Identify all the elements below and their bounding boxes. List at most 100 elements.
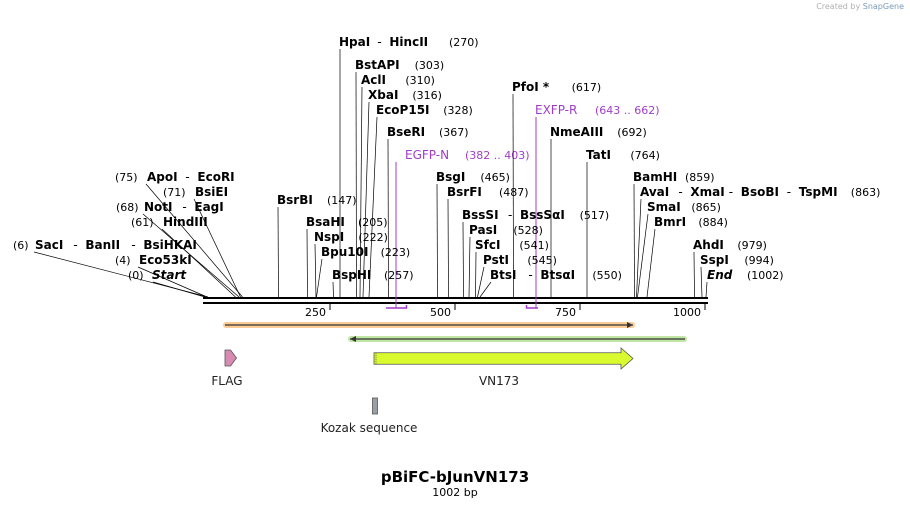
- enzyme-eco53ki-name-0: Eco53kI: [139, 253, 192, 267]
- enzyme-avai-separator: -: [678, 185, 682, 199]
- enzyme-bamhi-position: (859): [685, 171, 715, 184]
- primer-egfp-n-arrow: [386, 305, 408, 309]
- enzyme-bsrfi-leader: [447, 198, 449, 298]
- enzyme-bmri-leader: [646, 228, 656, 298]
- enzyme-ahdi-position: (979): [737, 239, 767, 252]
- enzyme-eco53ki-leader: [137, 266, 208, 298]
- enzyme-btsi-position: (550): [592, 269, 622, 282]
- enzyme-sfci-name-0: SfcI: [475, 238, 500, 252]
- enzyme-bsphi-leader: [332, 281, 334, 298]
- primer-egfp-n-label: EGFP-N: [405, 148, 449, 162]
- enzyme-ecop15i-position: (328): [443, 104, 473, 117]
- enzyme-hpai-position: (270): [449, 36, 479, 49]
- enzyme-acli-name-0: AclI: [361, 73, 386, 87]
- enzyme-bsrfi-position: (487): [499, 186, 529, 199]
- enzyme-bmri-name-0: BmrI: [654, 215, 686, 229]
- enzyme-bstapi-leader: [355, 71, 357, 298]
- enzyme-avai-leader: [636, 198, 642, 298]
- enzyme-btsi-name-0: BtsI: [490, 268, 517, 282]
- enzyme-avai-name-2: BsoBI: [741, 185, 779, 199]
- enzyme-saci-separator: -: [131, 238, 135, 252]
- enzyme-bsrbi-position: (147): [327, 194, 357, 207]
- enzyme-pfoi-leader: [512, 93, 514, 298]
- enzyme-pasi-leader: [468, 236, 471, 298]
- enzyme-bsiei-name-0: BsiEI: [195, 185, 228, 199]
- enzyme-hindiii-position: (61): [131, 216, 154, 229]
- enzyme-bsssi-position: (517): [580, 209, 610, 222]
- ruler-tick-label: 1000: [673, 306, 701, 319]
- primer-exfp-r-range: (643 .. 662): [595, 104, 660, 117]
- enzyme-noti-name-0: NotI: [144, 200, 173, 214]
- enzyme-bsssi-leader: [462, 221, 464, 298]
- enzyme-bsahi-leader: [306, 228, 308, 298]
- enzyme-nspi-position: (222): [358, 231, 388, 244]
- end-position: (1002): [747, 269, 784, 282]
- enzyme-bsahi-name-0: BsaHI: [306, 215, 345, 229]
- enzyme-bamhi-leader: [633, 183, 635, 298]
- primer-exfp-r-arrow: [525, 305, 538, 309]
- enzyme-apoi-name-1: EcoRI: [197, 170, 234, 184]
- start-position: (0): [128, 269, 144, 282]
- enzyme-bmri-position: (884): [698, 216, 728, 229]
- orf-0-arrowhead: [627, 322, 633, 328]
- enzyme-hpai-name-1: HincII: [389, 35, 428, 49]
- end-leader: [705, 281, 708, 298]
- enzyme-hindiii-leader: [161, 228, 236, 298]
- enzyme-btsi-name-1: BtsαI: [540, 268, 575, 282]
- enzyme-noti-separator: -: [182, 200, 186, 214]
- enzyme-bsgi-leader: [436, 183, 438, 298]
- enzyme-bstapi-position: (303): [415, 59, 445, 72]
- enzyme-bpu10i-name-0: Bpu10I: [321, 245, 368, 259]
- enzyme-bseri-position: (367): [439, 126, 469, 139]
- ruler-tick-label: 500: [430, 306, 451, 319]
- enzyme-bsssi-name-1: BssSαI: [520, 208, 565, 222]
- enzyme-apoi-separator: -: [185, 170, 189, 184]
- enzyme-sspi-leader: [700, 266, 703, 298]
- enzyme-xbai-position: (316): [412, 89, 442, 102]
- enzyme-bsssi-separator: -: [508, 208, 512, 222]
- enzyme-bseri-name-0: BseRI: [387, 125, 425, 139]
- credit-prefix: Created by: [816, 2, 863, 11]
- enzyme-apoi-name-0: ApoI: [147, 170, 178, 184]
- enzyme-bsphi-position: (257): [384, 269, 414, 282]
- enzyme-saci-name-1: BanII: [85, 238, 120, 252]
- feature-vn173-arrow: [373, 347, 634, 370]
- enzyme-acli-leader: [359, 86, 363, 298]
- enzyme-bstapi-name-0: BstAPI: [355, 58, 400, 72]
- enzyme-nspi-leader: [314, 243, 317, 298]
- enzyme-nmeaiii-name-0: NmeAIII: [550, 125, 603, 139]
- enzyme-hpai-name-0: HpaI: [339, 35, 370, 49]
- feature-kozak-sequence-box: [372, 397, 378, 415]
- enzyme-tati-name-0: TatI: [586, 148, 611, 162]
- enzyme-hpai-separator: -: [377, 35, 381, 49]
- enzyme-sspi-name-0: SspI: [700, 253, 729, 267]
- enzyme-bpu10i-position: (223): [381, 246, 411, 259]
- enzyme-ecop15i-name-0: EcoP15I: [376, 103, 430, 117]
- feature-flag-label: FLAG: [211, 374, 242, 388]
- enzyme-pfoi-position: (617): [572, 81, 602, 94]
- enzyme-bsiei-position: (71): [163, 186, 186, 199]
- feature-kozak-sequence-label: Kozak sequence: [321, 421, 418, 435]
- ruler-tick-label: 750: [555, 306, 576, 319]
- enzyme-btsi-separator: -: [528, 268, 532, 282]
- enzyme-apoi-leader: [145, 183, 243, 298]
- enzyme-avai-name-3: TspMI: [799, 185, 838, 199]
- enzyme-nspi-name-0: NspI: [314, 230, 344, 244]
- enzyme-psti-name-0: PstI: [483, 253, 509, 267]
- plasmid-length: 1002 bp: [432, 486, 478, 499]
- enzyme-noti-position: (68): [116, 201, 139, 214]
- enzyme-smai-leader: [637, 213, 649, 298]
- enzyme-sspi-position: (994): [744, 254, 774, 267]
- enzyme-avai-name-1: XmaI: [690, 185, 724, 199]
- enzyme-eco53ki-position: (4): [115, 254, 131, 267]
- enzyme-sfci-leader: [475, 251, 477, 298]
- orf-1-arrowhead: [350, 336, 356, 342]
- enzyme-bsrbi-leader: [277, 206, 279, 298]
- enzyme-bsgi-name-0: BsgI: [436, 170, 465, 184]
- enzyme-nmeaiii-position: (692): [617, 126, 647, 139]
- enzyme-xbai-leader: [362, 101, 370, 298]
- start-label: Start: [152, 268, 187, 282]
- enzyme-avai-separator: -: [729, 185, 733, 199]
